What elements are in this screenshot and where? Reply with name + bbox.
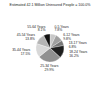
slice-label: 18-24 Years16.2% — [69, 50, 87, 58]
slice-label: 13-17 Years6.8% — [69, 41, 87, 49]
slice-label: 6-12 Years9.8% — [63, 33, 80, 41]
slice-label: 45-54 Years13.8% — [17, 33, 35, 41]
slice-labels: 0-5 Years7.8%6-12 Years9.8%13-17 Years6.… — [12, 25, 87, 72]
slice-label: 25-34 Years29.9% — [40, 64, 58, 72]
wedges — [36, 34, 64, 62]
slice-label: 0-5 Years7.8% — [54, 25, 69, 33]
chart: Estimated 42.1 Million Uninsured People … — [0, 0, 100, 88]
pie-slice — [44, 34, 50, 48]
title: Estimated 42.1 Million Uninsured People … — [9, 3, 91, 7]
slice-label: 35-44 Years17.5% — [12, 48, 30, 56]
slice-label: 55-64 Years8.1% — [27, 25, 45, 33]
